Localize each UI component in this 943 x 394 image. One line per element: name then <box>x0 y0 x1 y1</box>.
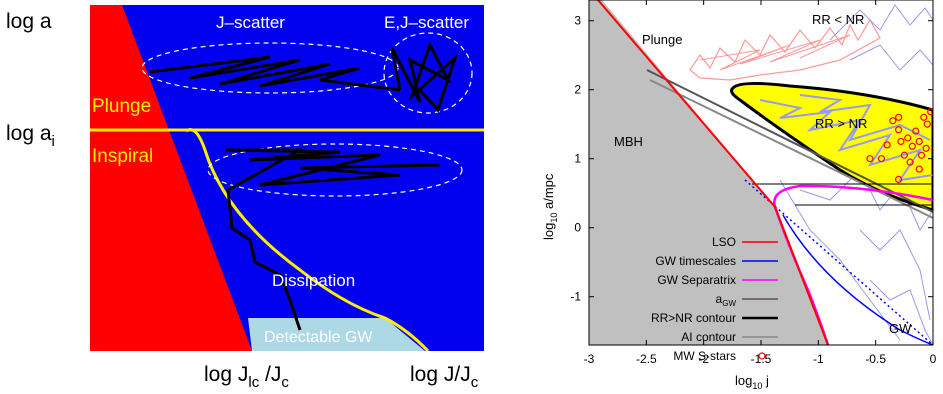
legend-label: GW timescales <box>655 254 736 268</box>
s-star-marker <box>915 165 923 173</box>
separatrix-curve <box>185 128 430 353</box>
y-tick-label: 0 <box>574 221 581 235</box>
legend-label: RR>NR contour <box>651 311 736 325</box>
s-star-marker <box>889 117 897 125</box>
s-star-marker <box>908 142 916 150</box>
ej-scatter-track <box>390 41 459 113</box>
label-gw: GW <box>889 321 912 336</box>
s-star-marker <box>894 126 903 134</box>
s-star-marker <box>904 134 912 142</box>
s-star-marker <box>927 108 933 116</box>
plunge-cloud <box>689 18 881 81</box>
mbh-region <box>589 0 828 345</box>
s-star-marker <box>866 155 874 163</box>
y-axis-ticks: -1 0 1 2 3 <box>570 14 933 304</box>
plunge-cloud-2 <box>699 34 851 71</box>
legend-label: LSO <box>712 235 736 249</box>
label-j-scatter: J–scatter <box>216 13 285 32</box>
label-detectable-gw: Detectable GW <box>264 329 373 346</box>
ai-contour-line <box>649 79 933 219</box>
y-label-log-a: log a <box>6 10 52 33</box>
x-tick-label: -2 <box>698 352 709 366</box>
gw-separatrix-lower <box>782 214 933 345</box>
s-star-marker <box>923 120 931 128</box>
s-star-marker <box>922 144 930 152</box>
j-scatter-ellipse <box>141 42 399 94</box>
y-axis-label: log10 a/mpc <box>541 173 559 240</box>
nr-scatter-cloud <box>779 4 933 345</box>
y-label-log-ai: log ai <box>6 122 55 150</box>
x-axis-label: log10 j <box>735 373 769 391</box>
y-tick-label: -1 <box>570 290 581 304</box>
label-dissipation: Dissipation <box>272 271 355 290</box>
ej-scatter-ellipse <box>383 32 473 114</box>
legend-label: AI contour <box>681 330 736 344</box>
s-star-marker <box>877 155 886 163</box>
x-axis-ticks: -3 -2.5 -2 -1.5 -1 -0.5 0 <box>584 0 937 366</box>
label-plunge: Plunge <box>92 96 151 117</box>
s-star-marker <box>920 113 928 121</box>
label-inspiral: Inspiral <box>92 146 153 167</box>
s-star-marker <box>897 137 905 146</box>
s-stars <box>866 108 933 183</box>
s-star-marker <box>915 137 923 146</box>
plot-area <box>589 0 933 345</box>
s-star-marker <box>906 158 914 166</box>
s-star-marker <box>912 127 920 135</box>
x-tick-label: -1 <box>813 352 824 366</box>
y-tick-label: 1 <box>574 152 581 166</box>
s-star-marker <box>917 151 926 159</box>
x-tick-label: -3 <box>584 352 595 366</box>
s-star-marker <box>900 151 908 159</box>
x-tick-label: 0 <box>930 352 937 366</box>
rr-gt-nr-region <box>730 81 933 212</box>
j-scatter-track <box>149 55 401 92</box>
rr-gt-nr-scatter <box>759 94 933 182</box>
legend-label: MW S-stars <box>673 349 736 363</box>
s-star-marker <box>883 141 891 149</box>
legend-label: GW Separatrix <box>657 273 736 287</box>
label-ej-scatter: E,J–scatter <box>384 13 469 32</box>
x-tick-label: -2.5 <box>636 352 657 366</box>
s-star-marker <box>894 113 903 121</box>
inspiral-ellipse <box>207 143 463 197</box>
x-label-jjc: log J/Jc <box>410 363 479 391</box>
x-label-jlc: log Jlc /Jc <box>204 363 289 391</box>
y-tick-label: 3 <box>574 14 581 28</box>
label-rr-gt-nr: RR > NR <box>815 116 867 131</box>
plunge-wedge <box>90 5 252 351</box>
inspiral-track <box>224 148 441 331</box>
lso-line <box>597 0 829 345</box>
x-tick-label: -0.5 <box>865 352 886 366</box>
label-rr-lt-nr: RR < NR <box>812 12 864 27</box>
y-tick-label: 2 <box>574 83 581 97</box>
s-star-marker <box>894 175 903 183</box>
label-plunge-right: Plunge <box>642 32 682 47</box>
agw-line-dark <box>646 69 933 213</box>
left-panel: log a log ai J–scatter E,J–scatter Plung… <box>6 5 484 391</box>
legend-marker <box>758 352 766 360</box>
detectable-gw-region <box>248 318 425 351</box>
label-mbh: MBH <box>614 134 643 149</box>
